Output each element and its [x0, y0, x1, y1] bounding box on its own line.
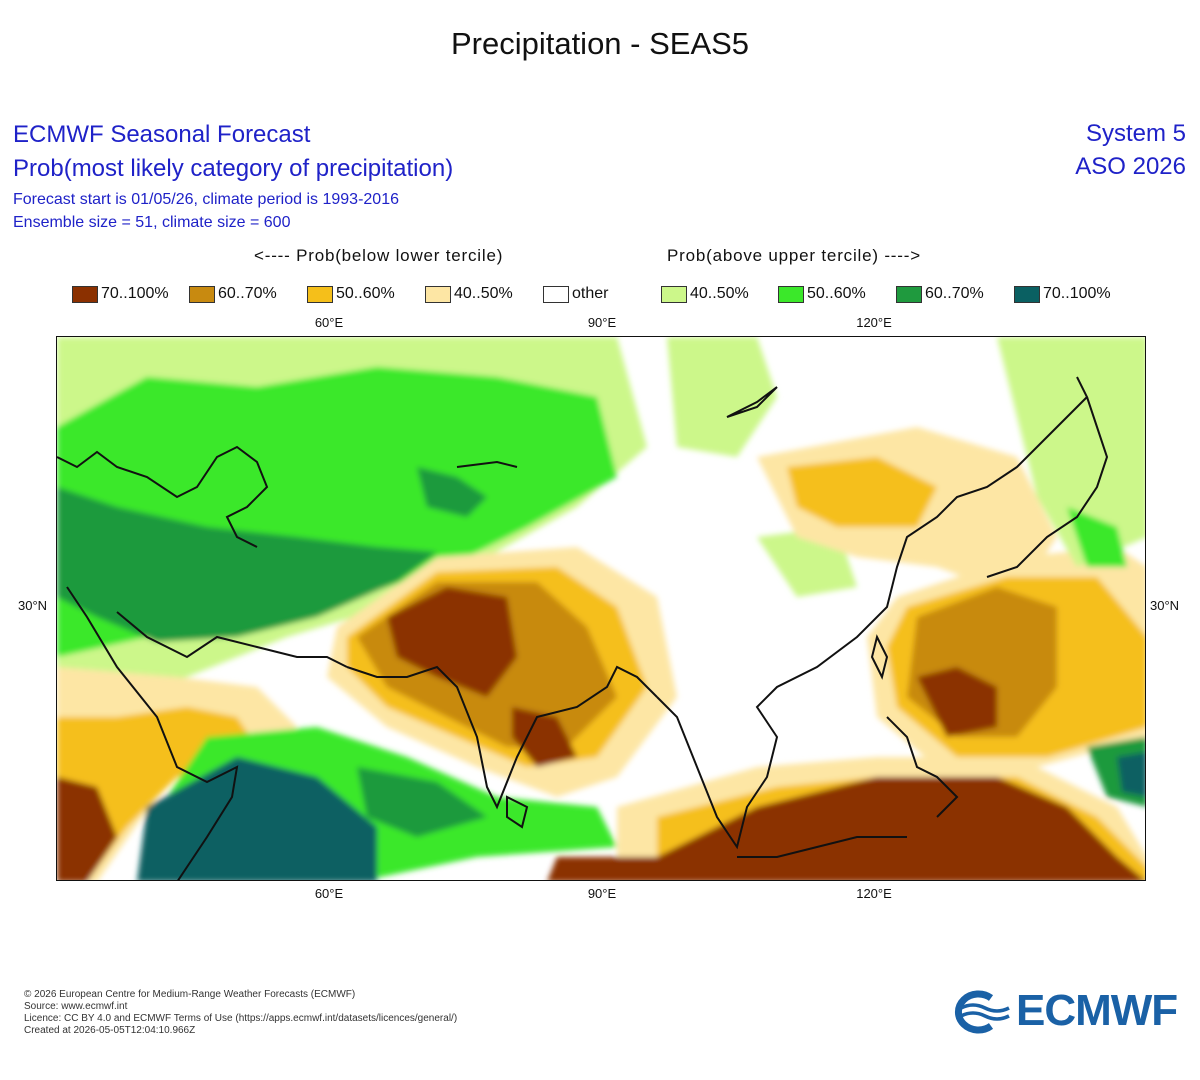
footer-copyright: © 2026 European Centre for Medium-Range … [24, 989, 356, 1000]
lon-label-bottom: 90°E [587, 886, 617, 901]
coastline [116, 611, 348, 668]
ensemble-info: Ensemble size = 51, climate size = 600 [13, 214, 291, 231]
region-above-50-60 [1067, 507, 1127, 567]
region-above-70-100 [137, 757, 377, 880]
legend-item: 60..70% [189, 284, 277, 304]
coastline [886, 716, 959, 818]
footer-created: Created at 2026-05-05T12:04:10.966Z [24, 1025, 196, 1036]
forecast-title: ECMWF Seasonal Forecast [13, 121, 311, 148]
legend-item: 60..70% [896, 284, 984, 304]
coastline [870, 634, 889, 680]
coastline [506, 795, 529, 829]
coastline [656, 376, 1089, 850]
lon-label-bottom: 120°E [856, 886, 892, 901]
legend-label: 50..60% [807, 285, 866, 302]
coastline [66, 586, 239, 880]
ecmwf-logo-icon [953, 990, 1013, 1034]
legend-swatch [778, 285, 804, 303]
legend-item: 70..100% [1014, 284, 1111, 304]
legend-label: 40..50% [690, 285, 749, 302]
region-below-70-100 [547, 777, 1145, 880]
legend-swatch [189, 285, 215, 303]
legend-label: 60..70% [218, 285, 277, 302]
lon-label-top: 60°E [314, 315, 344, 330]
legend-swatch [661, 285, 687, 303]
legend-label: 70..100% [1043, 285, 1111, 302]
lon-label-top: 120°E [856, 315, 892, 330]
legend-swatch [543, 285, 569, 303]
legend-item: 50..60% [778, 284, 866, 304]
legend-item: 40..50% [661, 284, 749, 304]
region-above-60-70 [57, 487, 437, 642]
coastline [57, 445, 269, 548]
region-below-70-100 [57, 777, 117, 880]
legend-item: other [543, 284, 608, 304]
lon-label-bottom: 60°E [314, 886, 344, 901]
forecast-start-info: Forecast start is 01/05/26, climate peri… [13, 191, 399, 208]
legend-label: other [572, 285, 609, 302]
region-above-40-50 [997, 337, 1145, 567]
period-label: ASO 2026 [1075, 153, 1186, 180]
ecmwf-logo-text: ECMWF [1016, 986, 1178, 1035]
region-above-60-70 [417, 467, 487, 517]
legend-label: 60..70% [925, 285, 984, 302]
legend-item: 50..60% [307, 284, 395, 304]
coastline [346, 665, 658, 810]
legend-swatch [896, 285, 922, 303]
legend-swatch [307, 285, 333, 303]
lon-label-top: 90°E [587, 315, 617, 330]
forecast-subtitle: Prob(most likely category of precipitati… [13, 155, 454, 182]
map-panel [56, 336, 1146, 881]
coastline [986, 396, 1109, 578]
legend-label: 40..50% [454, 285, 513, 302]
system-label: System 5 [1085, 120, 1186, 147]
legend-item: 70..100% [72, 284, 169, 304]
forecast-map [57, 337, 1145, 880]
coastline [726, 386, 778, 418]
footer-source: Source: www.ecmwf.int [24, 1001, 128, 1012]
coastline [456, 460, 518, 468]
lat-label-left: 30°N [18, 598, 48, 613]
region-above-70-100 [1117, 752, 1145, 797]
page-title: Precipitation - SEAS5 [450, 26, 750, 61]
legend-swatch [425, 285, 451, 303]
legend-label: 50..60% [336, 285, 395, 302]
legend-item: 40..50% [425, 284, 513, 304]
footer-licence: Licence: CC BY 4.0 and ECMWF Terms of Us… [24, 1013, 458, 1024]
region-below-70-100 [512, 707, 577, 767]
coastline [737, 836, 907, 858]
legend-label: 70..100% [101, 285, 169, 302]
legend-swatch [72, 285, 98, 303]
region-below-50-60 [787, 457, 937, 527]
lat-label-right: 30°N [1150, 598, 1180, 613]
legend-above-title: Prob(above upper tercile) ----> [667, 246, 921, 265]
legend-swatch [1014, 285, 1040, 303]
region-above-40-50 [667, 337, 777, 457]
legend-below-title: <---- Prob(below lower tercile) [254, 246, 504, 265]
region-above-60-70 [357, 767, 487, 837]
region-below-70-100 [917, 667, 997, 737]
region-below-70-100 [387, 587, 517, 697]
